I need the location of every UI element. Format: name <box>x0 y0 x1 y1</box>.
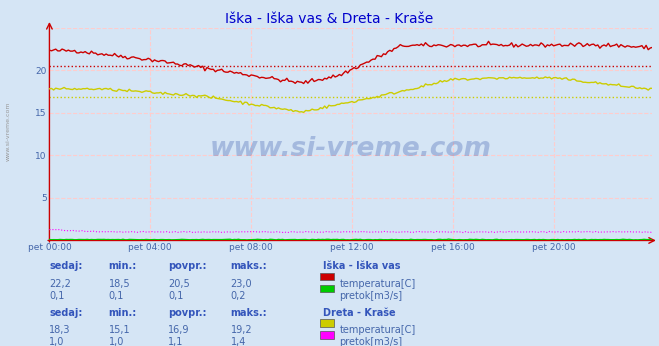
Text: maks.:: maks.: <box>231 308 268 318</box>
Text: 22,2: 22,2 <box>49 279 71 289</box>
Text: 18,5: 18,5 <box>109 279 130 289</box>
Text: sedaj:: sedaj: <box>49 261 83 271</box>
Text: www.si-vreme.com: www.si-vreme.com <box>6 102 11 161</box>
Text: 15,1: 15,1 <box>109 325 130 335</box>
Text: povpr.:: povpr.: <box>168 261 206 271</box>
Text: Iška - Iška vas & Dreta - Kraše: Iška - Iška vas & Dreta - Kraše <box>225 12 434 26</box>
Text: pretok[m3/s]: pretok[m3/s] <box>339 291 403 301</box>
Text: pretok[m3/s]: pretok[m3/s] <box>339 337 403 346</box>
Text: 16,9: 16,9 <box>168 325 190 335</box>
Text: 1,4: 1,4 <box>231 337 246 346</box>
Text: 1,0: 1,0 <box>109 337 124 346</box>
Text: 19,2: 19,2 <box>231 325 252 335</box>
Text: maks.:: maks.: <box>231 261 268 271</box>
Text: temperatura[C]: temperatura[C] <box>339 279 416 289</box>
Text: 18,3: 18,3 <box>49 325 71 335</box>
Text: Iška - Iška vas: Iška - Iška vas <box>323 261 401 271</box>
Text: 0,1: 0,1 <box>49 291 65 301</box>
Text: 0,1: 0,1 <box>168 291 183 301</box>
Text: 1,0: 1,0 <box>49 337 65 346</box>
Text: 0,1: 0,1 <box>109 291 124 301</box>
Text: Dreta - Kraše: Dreta - Kraše <box>323 308 395 318</box>
Text: 23,0: 23,0 <box>231 279 252 289</box>
Text: temperatura[C]: temperatura[C] <box>339 325 416 335</box>
Text: min.:: min.: <box>109 308 137 318</box>
Text: povpr.:: povpr.: <box>168 308 206 318</box>
Text: min.:: min.: <box>109 261 137 271</box>
Text: 1,1: 1,1 <box>168 337 183 346</box>
Text: 20,5: 20,5 <box>168 279 190 289</box>
Text: 0,2: 0,2 <box>231 291 246 301</box>
Text: www.si-vreme.com: www.si-vreme.com <box>210 136 492 162</box>
Text: sedaj:: sedaj: <box>49 308 83 318</box>
